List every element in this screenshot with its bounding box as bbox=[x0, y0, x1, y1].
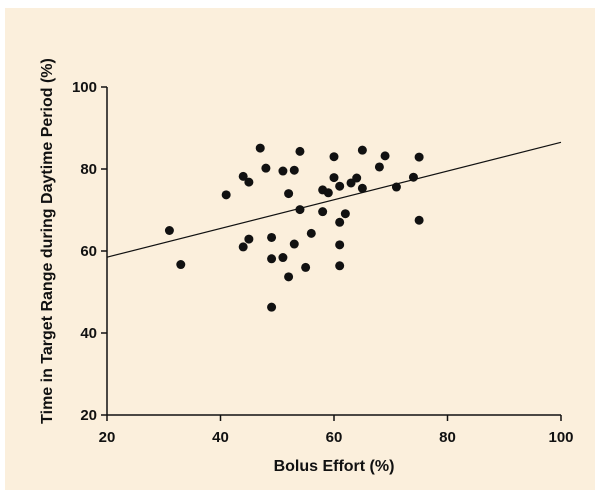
data-point bbox=[267, 302, 277, 312]
y-tick-label: 60 bbox=[80, 243, 97, 260]
ticks: 20 40 60 80 100 20 40 60 80 100 bbox=[72, 79, 574, 446]
y-tick-label: 40 bbox=[80, 325, 97, 342]
data-point bbox=[380, 151, 390, 161]
x-axis-title: Bolus Effort (%) bbox=[274, 458, 395, 475]
data-point bbox=[261, 163, 271, 173]
data-point bbox=[374, 162, 384, 172]
data-point bbox=[414, 215, 424, 225]
y-axis-title: Time in Target Range during Daytime Peri… bbox=[39, 58, 56, 424]
trendline-group bbox=[106, 141, 562, 258]
data-point bbox=[357, 183, 367, 193]
axes bbox=[106, 87, 561, 416]
data-point bbox=[335, 217, 345, 227]
data-point bbox=[329, 173, 339, 183]
trendline bbox=[106, 141, 562, 258]
x-tick-label: 60 bbox=[326, 429, 343, 446]
data-point bbox=[329, 152, 339, 162]
data-point bbox=[164, 226, 174, 235]
data-point bbox=[301, 262, 311, 272]
data-point bbox=[340, 209, 350, 219]
data-point bbox=[318, 207, 328, 217]
data-point bbox=[255, 143, 265, 153]
data-point bbox=[238, 171, 248, 181]
data-point bbox=[414, 152, 424, 162]
data-points bbox=[164, 143, 424, 312]
x-tick-label: 80 bbox=[439, 429, 456, 446]
data-point bbox=[408, 172, 418, 182]
data-point bbox=[357, 145, 367, 155]
data-point bbox=[335, 181, 345, 191]
data-point bbox=[244, 234, 254, 244]
data-point bbox=[267, 254, 277, 264]
data-point bbox=[335, 261, 345, 271]
data-point bbox=[295, 146, 305, 156]
y-tick-label: 100 bbox=[72, 79, 97, 96]
y-tick-label: 80 bbox=[80, 161, 97, 178]
x-tick-label: 40 bbox=[212, 429, 229, 446]
data-point bbox=[221, 190, 231, 200]
data-point bbox=[238, 242, 248, 252]
data-point bbox=[176, 260, 186, 270]
y-tick-label: 20 bbox=[80, 407, 97, 424]
data-point bbox=[267, 232, 277, 242]
data-point bbox=[391, 182, 401, 192]
chart-panel bbox=[5, 8, 595, 490]
x-tick-label: 100 bbox=[548, 429, 573, 446]
data-point bbox=[284, 189, 294, 199]
x-tick-label: 20 bbox=[99, 429, 116, 446]
data-point bbox=[289, 165, 299, 175]
data-point bbox=[278, 253, 288, 263]
data-point bbox=[289, 239, 299, 249]
data-point bbox=[295, 205, 305, 215]
data-point bbox=[306, 228, 316, 238]
data-point bbox=[323, 188, 333, 198]
data-point bbox=[244, 177, 254, 187]
data-point bbox=[335, 240, 345, 250]
data-point bbox=[284, 272, 294, 282]
data-point bbox=[278, 166, 288, 176]
data-point bbox=[352, 173, 362, 183]
